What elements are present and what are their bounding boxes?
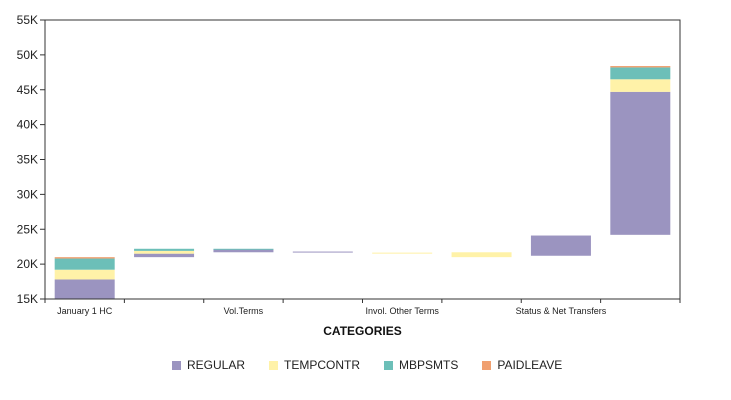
y-tick-label: 20K — [17, 257, 38, 271]
legend-label-regular: REGULAR — [187, 358, 246, 372]
bar-segment-regular — [610, 91, 671, 235]
bar-segment-paidleave — [54, 257, 115, 259]
bar-segment-regular — [530, 235, 591, 256]
legend-item-regular: REGULAR — [172, 358, 245, 372]
bar-segment-tempcontr — [134, 250, 195, 254]
bar-segment-tempcontr — [610, 79, 671, 92]
legend-swatch-tempcontr — [269, 360, 279, 370]
chart-canvas: 15K 20K 25K 30K 35K 40K 45K 50K 55K January 1 HC… — [17, 13, 681, 338]
bar-segment-regular — [134, 253, 195, 258]
legend-item-mbpsmts: MBPSMTS — [384, 358, 458, 372]
plot-frame — [44, 19, 681, 300]
bar-segment-paidleave — [610, 66, 671, 68]
x-axis-ticks: January 1 HC Vol.Terms Invol. Other Terms S… — [44, 299, 681, 316]
x-tick-label: Status & Net Transfers — [516, 306, 607, 316]
y-tick-label: 35K — [17, 153, 38, 167]
legend-label-mbpsmts: MBPSMTS — [399, 358, 459, 372]
legend-item-tempcontr: TEMPCONTR — [269, 358, 360, 372]
legend-item-paidleave: PAIDLEAVE — [482, 358, 562, 372]
bar-segment-mbpsmts — [54, 258, 115, 270]
y-tick-label: 30K — [17, 187, 38, 201]
x-tick-label: Invol. Other Terms — [366, 306, 440, 316]
x-tick-label: January 1 HC — [57, 306, 113, 316]
bar-segment-tempcontr — [372, 252, 433, 254]
bar-segment-regular — [54, 279, 115, 299]
bar-segment-mbpsmts — [213, 248, 274, 250]
y-axis-ticks: 15K 20K 25K 30K 35K 40K 45K 50K 55K — [17, 13, 45, 306]
bar-segment-tempcontr — [54, 269, 115, 280]
bar-segment-mbpsmts — [134, 248, 195, 251]
x-axis-title: CATEGORIES — [323, 324, 401, 338]
legend-swatch-paidleave — [482, 360, 492, 370]
legend-swatch-mbpsmts — [384, 360, 394, 370]
x-tick-label: Vol.Terms — [224, 306, 264, 316]
bar-segment-regular — [292, 251, 353, 253]
y-tick-label: 25K — [17, 222, 38, 236]
bars-group — [54, 66, 671, 299]
bar-segment-mbpsmts — [610, 67, 671, 80]
y-tick-label: 55K — [17, 13, 38, 27]
legend-label-tempcontr: TEMPCONTR — [284, 358, 361, 372]
legend: REGULAR TEMPCONTR MBPSMTS PAIDLEAVE — [172, 358, 586, 372]
legend-swatch-regular — [172, 360, 181, 370]
bar-segment-regular — [213, 249, 274, 253]
y-tick-label: 45K — [17, 83, 38, 97]
y-tick-label: 50K — [17, 48, 38, 62]
y-tick-label: 15K — [17, 292, 38, 306]
y-tick-label: 40K — [17, 118, 38, 132]
bar-segment-tempcontr — [451, 252, 512, 258]
legend-label-paidleave: PAIDLEAVE — [497, 358, 563, 372]
